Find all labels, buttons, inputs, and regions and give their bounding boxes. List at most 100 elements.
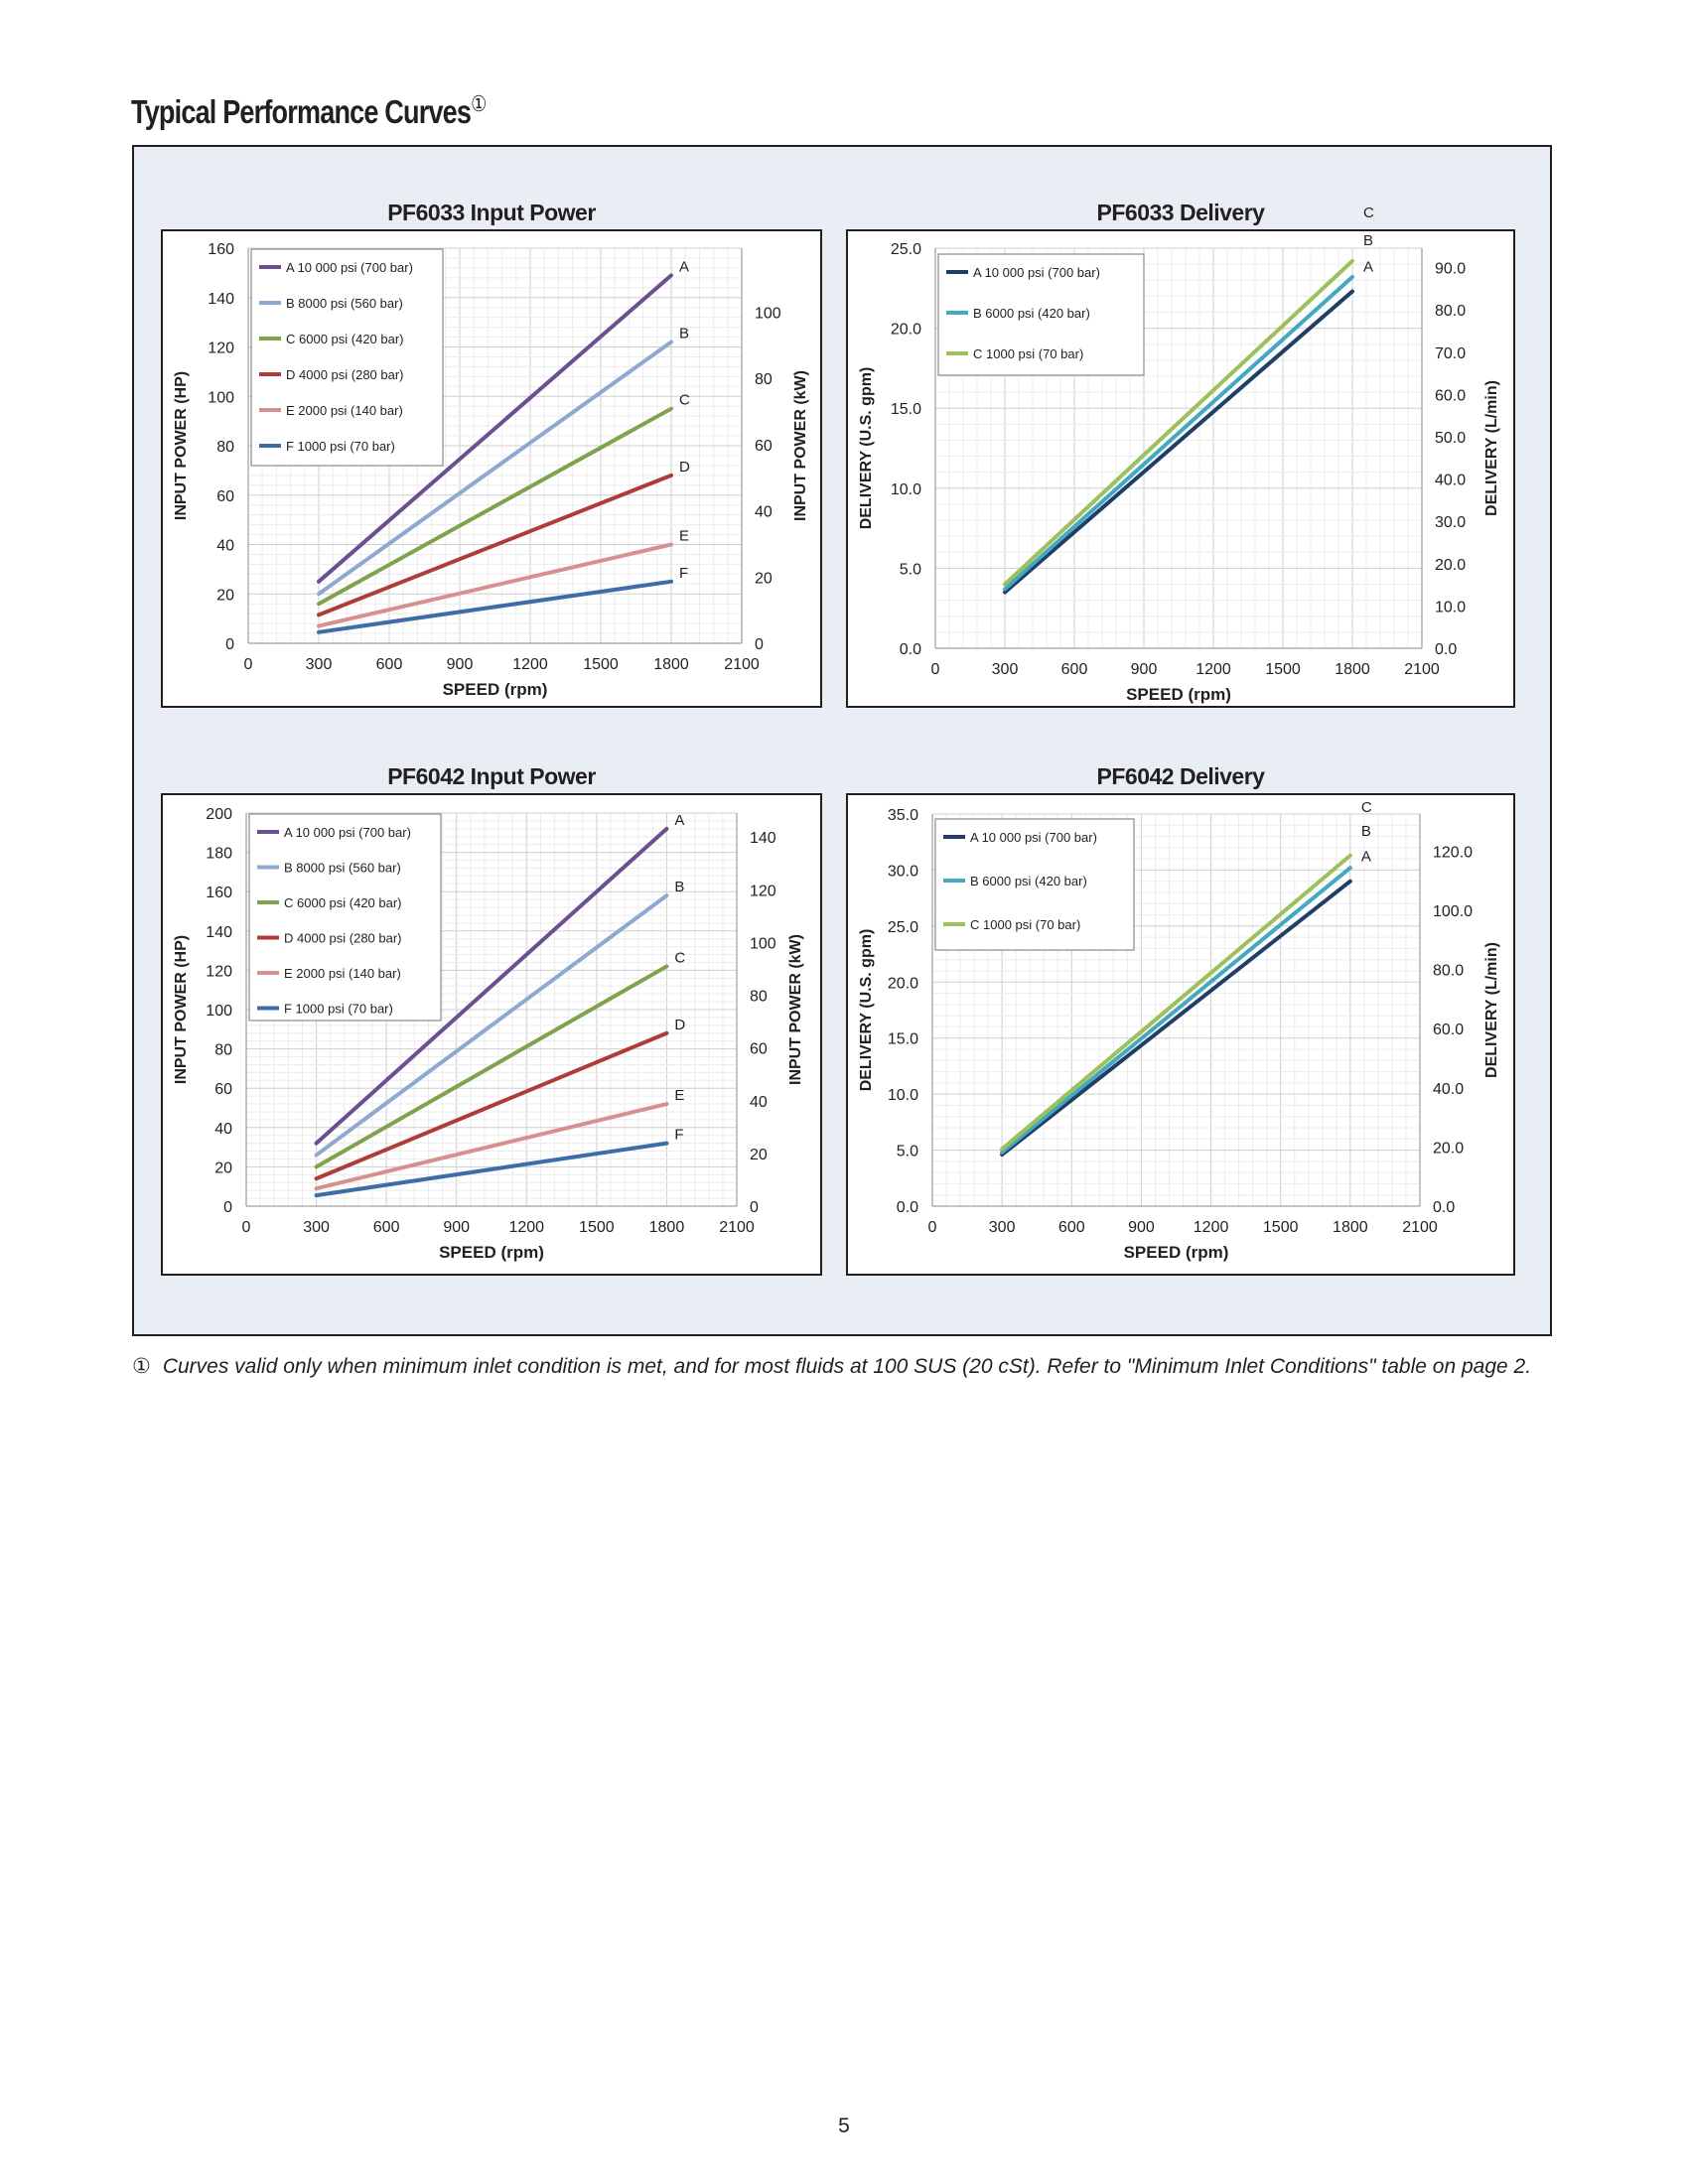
x-tick-label: 1200	[1196, 661, 1231, 678]
x-axis-title: SPEED (rpm)	[1126, 685, 1231, 704]
y2-tick-label: 0.0	[1433, 1199, 1455, 1216]
y-tick-label: 160	[208, 241, 234, 258]
legend: A 10 000 psi (700 bar) B 8000 psi (560 ba…	[250, 248, 444, 467]
y-tick-label: 15.0	[888, 1031, 918, 1048]
y-tick-label: 20.0	[891, 322, 921, 339]
y2-tick-label: 40	[755, 504, 773, 521]
series-line-e	[314, 1102, 669, 1191]
series-line-d	[314, 1030, 669, 1181]
y-tick-label: 100	[208, 389, 234, 406]
y-tick-label: 100	[206, 1003, 232, 1020]
y-tick-label: 200	[206, 806, 232, 823]
title-footnote-mark: ①	[471, 91, 487, 116]
page-title: Typical Performance Curves①	[131, 91, 487, 130]
series-line-b	[1003, 275, 1354, 592]
legend-label: C 6000 psi (420 bar)	[286, 332, 404, 346]
x-tick-label: 1200	[508, 1219, 544, 1236]
legend-label: E 2000 psi (140 bar)	[284, 966, 401, 981]
x-axis-title: SPEED (rpm)	[439, 1243, 544, 1262]
y-tick-label: 35.0	[888, 807, 918, 824]
y2-tick-label: 100	[750, 935, 776, 952]
series-line-a	[314, 826, 669, 1146]
x-tick-label: 1500	[583, 656, 619, 673]
y-axis-title: INPUT POWER (HP)	[173, 371, 190, 520]
y2-tick-label: 40	[750, 1094, 768, 1111]
legend-label: F 1000 psi (70 bar)	[284, 1002, 393, 1017]
x-tick-label: 300	[306, 656, 333, 673]
series-end-label: F	[674, 1127, 683, 1144]
legend-label: B 8000 psi (560 bar)	[284, 861, 401, 876]
footnote-mark: ①	[132, 1355, 151, 1378]
y2-tick-label: 20.0	[1435, 557, 1466, 574]
series-end-label: D	[674, 1017, 685, 1033]
y-tick-label: 25.0	[888, 919, 918, 936]
y-tick-label: 80	[214, 1042, 232, 1059]
y2-tick-label: 40.0	[1435, 473, 1466, 489]
page-number: 5	[838, 2115, 850, 2137]
y2-axis-title: DELIVERY (L/min)	[1483, 380, 1500, 516]
legend-label: D 4000 psi (280 bar)	[284, 931, 402, 946]
y2-tick-label: 0	[755, 636, 764, 653]
y2-tick-label: 20.0	[1433, 1140, 1464, 1157]
series-end-label: C	[674, 949, 685, 966]
x-tick-label: 300	[989, 1219, 1016, 1236]
x-tick-label: 2100	[719, 1219, 755, 1236]
y-tick-label: 0	[223, 1199, 232, 1216]
y-tick-label: 60	[216, 488, 234, 505]
y-tick-label: 20.0	[888, 975, 918, 992]
x-tick-label: 1800	[653, 656, 689, 673]
series-line-c	[317, 406, 673, 607]
y-axis-title: DELIVERY (U.S. gpm)	[858, 367, 875, 530]
series-line-d	[317, 473, 673, 617]
x-tick-label: 0	[244, 656, 253, 673]
series-end-label: A	[679, 258, 689, 275]
series-line-a	[1003, 289, 1354, 595]
chart-2: PF6033 Delivery 0 300 600 900 1200 1500 1800 210…	[846, 200, 1515, 708]
x-tick-label: 1500	[579, 1219, 615, 1236]
y-tick-label: 140	[206, 924, 232, 941]
x-tick-label: 2100	[724, 656, 760, 673]
y2-tick-label: 140	[750, 830, 776, 847]
y-tick-label: 80	[216, 439, 234, 456]
series-line-c	[1000, 853, 1352, 1152]
y-tick-label: 140	[208, 291, 234, 308]
y-tick-label: 15.0	[891, 401, 921, 418]
y2-axis-title: DELIVERY (L/min)	[1483, 942, 1500, 1078]
x-tick-label: 1500	[1263, 1219, 1299, 1236]
chart-title: PF6042 Delivery	[1097, 763, 1266, 789]
y-axis-title: DELIVERY (U.S. gpm)	[858, 929, 875, 1092]
y2-tick-label: 80	[750, 989, 768, 1006]
series-end-label: C	[1363, 205, 1374, 221]
y2-tick-label: 50.0	[1435, 430, 1466, 447]
y-tick-label: 40	[216, 538, 234, 555]
series-end-label: E	[674, 1087, 684, 1104]
series-end-label: C	[1361, 799, 1372, 816]
y-tick-label: 0	[225, 636, 234, 653]
series-line-f	[317, 579, 673, 634]
y2-tick-label: 60	[755, 438, 773, 455]
y2-tick-label: 0	[750, 1199, 759, 1216]
series-line-c	[1003, 258, 1354, 587]
y-tick-label: 5.0	[900, 561, 921, 578]
series-end-label: A	[1361, 849, 1371, 866]
y-tick-label: 20	[216, 587, 234, 604]
legend-label: A 10 000 psi (700 bar)	[286, 260, 413, 275]
legend: A 10 000 psi (700 bar) B 6000 psi (420 ba…	[937, 253, 1145, 376]
y2-tick-label: 20	[755, 570, 773, 587]
y2-tick-label: 10.0	[1435, 599, 1466, 615]
y-tick-label: 160	[206, 885, 232, 901]
y-tick-label: 10.0	[888, 1087, 918, 1104]
y-tick-label: 60	[214, 1081, 232, 1098]
x-tick-label: 1800	[1335, 661, 1370, 678]
series-line-b	[314, 893, 669, 1158]
y2-tick-label: 100.0	[1433, 903, 1473, 920]
y2-axis-title: INPUT POWER (kW)	[792, 370, 809, 521]
legend-label: A 10 000 psi (700 bar)	[973, 265, 1100, 280]
series-end-label: E	[679, 528, 689, 545]
y2-tick-label: 60.0	[1433, 1022, 1464, 1038]
series-line-f	[314, 1141, 669, 1198]
y-tick-label: 30.0	[888, 863, 918, 880]
y-tick-label: 5.0	[897, 1144, 918, 1160]
